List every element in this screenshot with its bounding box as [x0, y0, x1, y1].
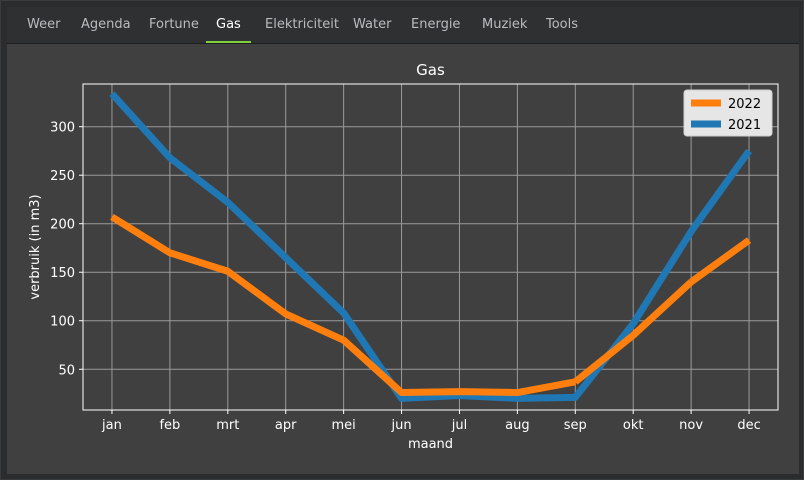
x-tick-label: okt — [623, 418, 644, 433]
y-axis-label: verbruik (in m3) — [28, 194, 43, 299]
x-tick-label: aug — [505, 418, 529, 433]
x-axis-label: maand — [408, 437, 453, 452]
x-tick-label: jan — [101, 418, 122, 433]
legend: 2022 2021 — [683, 89, 773, 137]
tab-weer[interactable]: Weer — [27, 17, 61, 32]
y-tick-label: 100 — [50, 315, 75, 330]
series-line-2021 — [109, 91, 752, 402]
grid-lines — [83, 84, 778, 410]
tab-energie[interactable]: Energie — [411, 17, 461, 32]
tab-gas[interactable]: Gas — [206, 7, 251, 43]
series-line-2022 — [573, 279, 694, 385]
x-tick-label: feb — [159, 418, 180, 433]
x-tick-label: dec — [737, 418, 760, 433]
chart-panel: 50 100 150 200 250 300 jan feb mrt apr mei jun jul a… — [7, 44, 799, 474]
y-tick-label: 250 — [50, 169, 75, 184]
y-ticks: 50 100 150 200 250 300 — [50, 121, 83, 378]
tab-fortune[interactable]: Fortune — [149, 17, 199, 32]
tab-bar: Weer Agenda Fortune Gas Elektriciteit Water En… — [7, 7, 799, 44]
axes-frame — [82, 83, 779, 411]
y-tick-label: 200 — [50, 218, 75, 233]
x-tick-label: sep — [564, 418, 587, 433]
legend-label-2022: 2022 — [728, 97, 761, 112]
y-tick-label: 50 — [58, 363, 75, 378]
series-line-2022 — [689, 237, 752, 285]
tab-agenda[interactable]: Agenda — [81, 17, 131, 32]
chart-title: Gas — [416, 61, 445, 79]
series-lines — [109, 91, 752, 402]
tab-tools[interactable]: Tools — [546, 17, 579, 32]
x-tick-label: jun — [390, 418, 411, 433]
tab-elektriciteit[interactable]: Elektriciteit — [265, 17, 339, 32]
series-line-2022 — [110, 213, 576, 397]
x-tick-label: mrt — [216, 418, 239, 433]
tab-muziek[interactable]: Muziek — [482, 17, 528, 32]
y-tick-label: 300 — [50, 121, 75, 136]
x-tick-label: jul — [451, 418, 467, 433]
gas-chart: 50 100 150 200 250 300 jan feb mrt apr mei jun jul a… — [28, 61, 779, 452]
x-tick-label: apr — [275, 418, 297, 433]
x-tick-label: mei — [331, 418, 355, 433]
x-ticks: jan feb mrt apr mei jun jul aug sep okt nov dec — [101, 410, 761, 433]
y-tick-label: 150 — [50, 266, 75, 281]
legend-label-2021: 2021 — [728, 118, 761, 133]
tab-water[interactable]: Water — [353, 17, 392, 32]
x-tick-label: nov — [679, 418, 703, 433]
